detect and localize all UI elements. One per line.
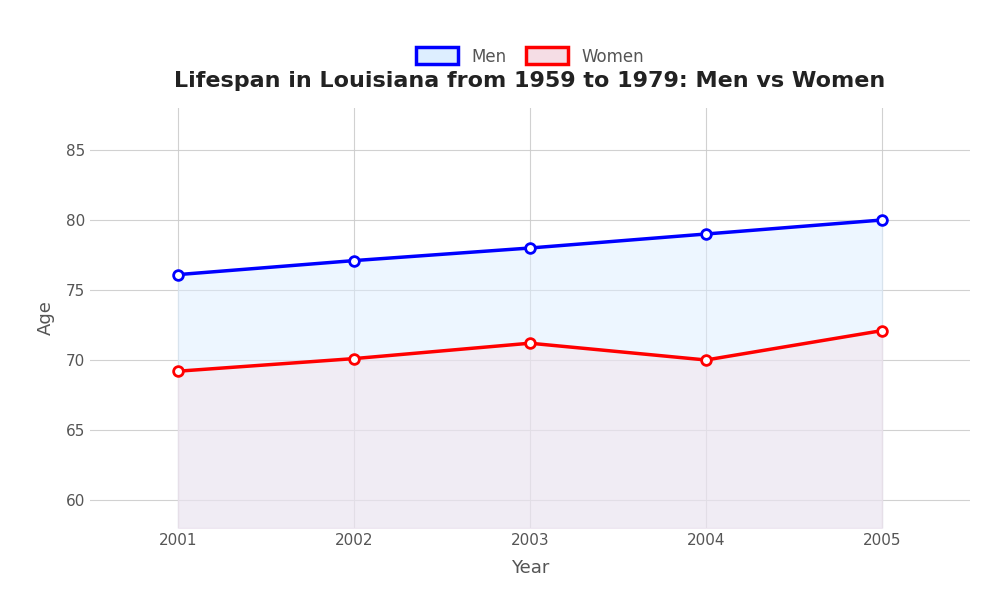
Y-axis label: Age: Age [37, 301, 55, 335]
Legend: Men, Women: Men, Women [409, 41, 651, 72]
Title: Lifespan in Louisiana from 1959 to 1979: Men vs Women: Lifespan in Louisiana from 1959 to 1979:… [174, 71, 886, 91]
X-axis label: Year: Year [511, 559, 549, 577]
